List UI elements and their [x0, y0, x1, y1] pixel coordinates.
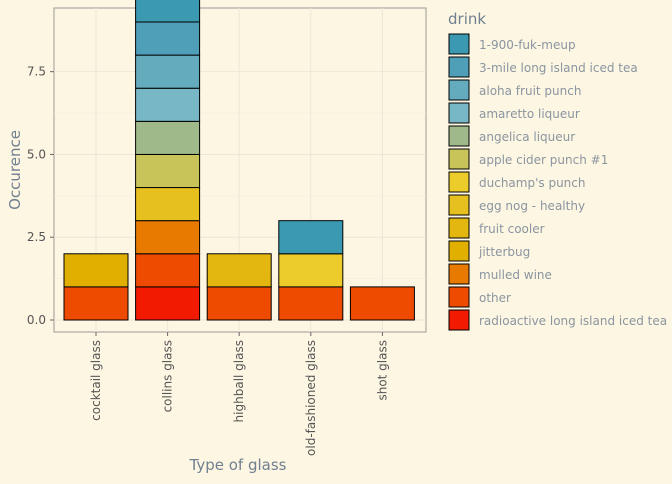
legend-swatch: [448, 56, 470, 78]
legend-item: radioactive long island iced tea: [448, 309, 667, 331]
x-axis-title: Type of glass: [189, 456, 287, 474]
legend-swatch: [448, 309, 470, 331]
bar-segment: [135, 120, 201, 155]
legend: 1-900-fuk-meup 3-mile long island iced te…: [448, 33, 667, 331]
x-tick-label: highball glass: [232, 340, 246, 422]
legend-swatch: [448, 102, 470, 124]
bar-segment: [135, 220, 201, 255]
y-tick-label: 7.5: [27, 65, 46, 79]
legend-item: 3-mile long island iced tea: [448, 56, 638, 78]
legend-item: aloha fruit punch: [448, 79, 581, 101]
x-tick-label: old-fashioned glass: [304, 340, 318, 456]
legend-swatch: [448, 263, 470, 285]
legend-item: fruit cooler: [448, 217, 545, 239]
legend-title: drink: [448, 10, 486, 28]
bar-segment: [135, 0, 201, 23]
legend-item: angelica liqueur: [448, 125, 575, 147]
legend-item: other: [448, 286, 511, 308]
legend-label: radioactive long island iced tea: [479, 314, 667, 328]
y-tick-label: 2.5: [27, 230, 46, 244]
bar-segment: [135, 21, 201, 56]
bar-segment: [63, 286, 129, 321]
bar-segment: [135, 54, 201, 89]
bar-segment: [135, 286, 201, 321]
legend-label: angelica liqueur: [479, 130, 575, 144]
legend-label: egg nog - healthy: [479, 199, 585, 213]
legend-label: 1-900-fuk-meup: [479, 38, 576, 52]
bar-segment: [278, 253, 344, 288]
legend-swatch: [448, 240, 470, 262]
bars-layer: [63, 0, 415, 321]
bar-segment: [135, 187, 201, 222]
legend-swatch: [448, 217, 470, 239]
x-tick-label: collins glass: [161, 340, 175, 412]
y-axis-ticks: 0.0 2.5 5.0 7.5: [27, 65, 54, 327]
y-tick-label: 5.0: [27, 147, 46, 161]
bar-segment: [349, 286, 415, 321]
legend-item: 1-900-fuk-meup: [448, 33, 576, 55]
bar-segment: [278, 286, 344, 321]
legend-label: aloha fruit punch: [479, 84, 581, 98]
legend-item: mulled wine: [448, 263, 552, 285]
legend-label: 3-mile long island iced tea: [479, 61, 638, 75]
bar-segment: [135, 253, 201, 288]
x-tick-label: cocktail glass: [89, 340, 103, 421]
legend-label: amaretto liqueur: [479, 107, 580, 121]
legend-label: apple cider punch #1: [479, 153, 608, 167]
legend-swatch: [448, 33, 470, 55]
legend-swatch: [448, 148, 470, 170]
legend-swatch: [448, 125, 470, 147]
bar-segment: [135, 153, 201, 189]
legend-item: duchamp's punch: [448, 171, 585, 193]
legend-swatch: [448, 171, 470, 193]
legend-item: jitterbug: [448, 240, 530, 262]
y-axis-title: Occurence: [6, 130, 24, 210]
y-tick-label: 0.0: [27, 313, 46, 327]
legend-label: duchamp's punch: [479, 176, 585, 190]
legend-item: egg nog - healthy: [448, 194, 585, 216]
legend-item: amaretto liqueur: [448, 102, 580, 124]
legend-label: mulled wine: [479, 268, 552, 282]
legend-swatch: [448, 79, 470, 101]
legend-label: jitterbug: [478, 245, 530, 259]
bar-segment: [135, 87, 201, 122]
legend-swatch: [448, 286, 470, 308]
legend-label: fruit cooler: [479, 222, 545, 236]
legend-item: apple cider punch #1: [448, 148, 608, 170]
x-tick-label: shot glass: [375, 340, 389, 401]
bar-segment: [63, 253, 129, 288]
x-axis-ticks: cocktail glass collins glass highball glas…: [89, 332, 389, 456]
bar-segment: [278, 220, 344, 255]
bar-segment: [206, 253, 272, 288]
legend-swatch: [448, 194, 470, 216]
legend-label: other: [479, 291, 511, 305]
bar-segment: [206, 286, 272, 321]
